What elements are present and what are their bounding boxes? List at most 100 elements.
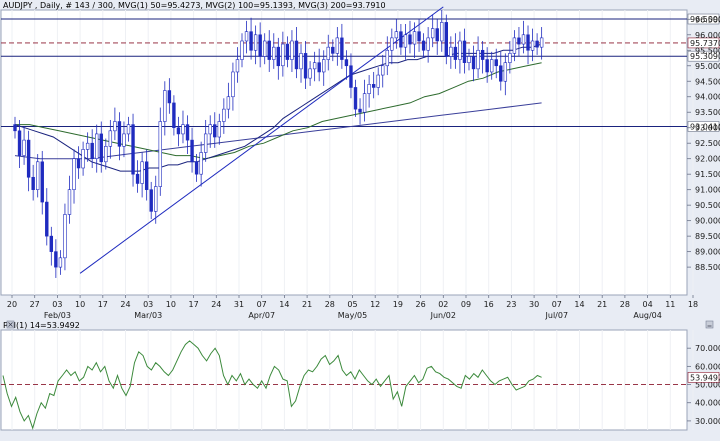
date-axis-label: 24 xyxy=(211,300,221,309)
candle-body xyxy=(322,59,326,73)
candle-body xyxy=(167,90,172,104)
candle-body xyxy=(35,161,40,190)
date-axis-label: 27 xyxy=(30,300,40,309)
candle-body xyxy=(176,127,181,135)
candle-body xyxy=(244,31,249,42)
candle-body xyxy=(267,40,271,60)
date-axis-label: 21 xyxy=(597,300,607,309)
date-axis-label: 11 xyxy=(665,300,675,309)
candle-body xyxy=(480,49,485,60)
candle-body xyxy=(294,40,299,70)
month-label: Mar/03 xyxy=(134,311,162,320)
date-axis-label: 23 xyxy=(506,300,516,309)
candle-body xyxy=(535,40,539,48)
price-plot-area[interactable] xyxy=(0,9,688,296)
grid-lines xyxy=(11,10,694,430)
candle-body xyxy=(122,133,126,147)
candle-body xyxy=(199,152,203,175)
date-axis-label: 10 xyxy=(166,300,176,309)
price-level-tag xyxy=(687,50,720,62)
rsi-axis-label: 50.0000 xyxy=(695,381,720,390)
candle-body xyxy=(453,46,458,60)
candle-body xyxy=(517,37,521,45)
date-axis-label: 12 xyxy=(370,300,380,309)
candle-body xyxy=(385,49,389,67)
candle-body xyxy=(376,74,380,88)
date-axis-label: 05 xyxy=(347,300,357,309)
candle-body xyxy=(190,139,194,163)
price-axis-label: 89.5000 xyxy=(695,232,720,241)
date-axis-label: 03 xyxy=(52,300,62,309)
candle-body xyxy=(312,62,317,70)
close-icon-stroke-2 xyxy=(8,322,13,327)
date-axis-label: 16 xyxy=(484,300,494,309)
candle-body xyxy=(58,257,63,268)
candle-body xyxy=(135,173,140,184)
rsi-indicator: 30.0000 40.0000 50.0000 60.0000 70.0000 53.94… xyxy=(1,340,720,430)
month-label: Jul/07 xyxy=(545,311,569,320)
candle-body xyxy=(154,186,158,212)
price-axis-label: 95.5000 xyxy=(695,46,720,55)
month-label: Feb/03 xyxy=(44,311,71,320)
candle-body xyxy=(458,40,462,60)
candle-body xyxy=(81,149,85,169)
candle-body xyxy=(85,142,90,150)
price-axis-label: 91.5000 xyxy=(695,170,720,179)
candle-body xyxy=(326,46,330,60)
candle-body xyxy=(13,124,17,132)
candle-body xyxy=(394,31,399,39)
candle-body xyxy=(449,46,453,57)
date-axis-label: 07 xyxy=(257,300,267,309)
candle-body xyxy=(344,59,349,67)
candle-body xyxy=(381,65,385,76)
date-axis-label: 17 xyxy=(189,300,199,309)
candle-body xyxy=(508,53,512,63)
price-axis-label: 94.5000 xyxy=(695,77,720,86)
candle-body xyxy=(76,158,81,169)
trendline xyxy=(79,6,444,274)
candle-body xyxy=(126,124,131,135)
month-label: Aug/04 xyxy=(633,311,662,320)
chart-info-label: AUDJPY , Daily, # 143 / 300, MVG(1) 50=9… xyxy=(3,1,386,10)
candle-body xyxy=(90,142,94,159)
candle-body xyxy=(231,71,235,98)
candle-body xyxy=(512,37,517,54)
price-axis-label: 93.0000 xyxy=(695,124,720,133)
candle-body xyxy=(317,62,321,73)
date-axis-label: 10 xyxy=(75,300,85,309)
candle-body xyxy=(290,40,294,60)
candle-body xyxy=(430,28,435,39)
candle-body xyxy=(131,124,135,175)
rsi-current-label: 53.9492 xyxy=(690,373,720,382)
candle-body xyxy=(371,84,376,88)
rsi-minimize-icon[interactable] xyxy=(705,320,714,329)
candle-body xyxy=(104,146,108,163)
price-level-label: 96.5090 xyxy=(690,15,720,24)
rsi-info-label: RSI(1) 14=53.9492 xyxy=(3,321,80,330)
candle-body xyxy=(213,124,217,138)
month-label: Apr/07 xyxy=(248,311,275,320)
month-label: Jun/02 xyxy=(430,311,456,320)
date-axis-label: 28 xyxy=(325,300,335,309)
price-level-tag xyxy=(687,37,720,49)
price-axis: 88.5000 89.0000 89.5000 90.0000 90.5000 91.00… xyxy=(687,15,720,272)
candle-body xyxy=(471,56,476,70)
candle-body xyxy=(95,133,99,159)
candle-body xyxy=(72,158,76,190)
price-level-label: 93.0410 xyxy=(690,122,720,131)
price-axis-label: 88.5000 xyxy=(695,263,720,272)
candle-body xyxy=(353,87,358,110)
candle-body xyxy=(45,201,49,237)
date-axis-label: 14 xyxy=(574,300,584,309)
date-axis-label: 04 xyxy=(643,300,653,309)
price-axis-label: 90.5000 xyxy=(695,201,720,210)
candle-body xyxy=(140,161,144,184)
rsi-plot-area[interactable] xyxy=(0,329,688,431)
candle-body xyxy=(253,34,258,51)
candle-body xyxy=(335,37,340,54)
date-axis-label: 02 xyxy=(438,300,448,309)
candle-body xyxy=(117,121,122,147)
date-axis-label: 26 xyxy=(416,300,426,309)
date-axis-label: 30 xyxy=(529,300,539,309)
candle-body xyxy=(417,31,421,42)
